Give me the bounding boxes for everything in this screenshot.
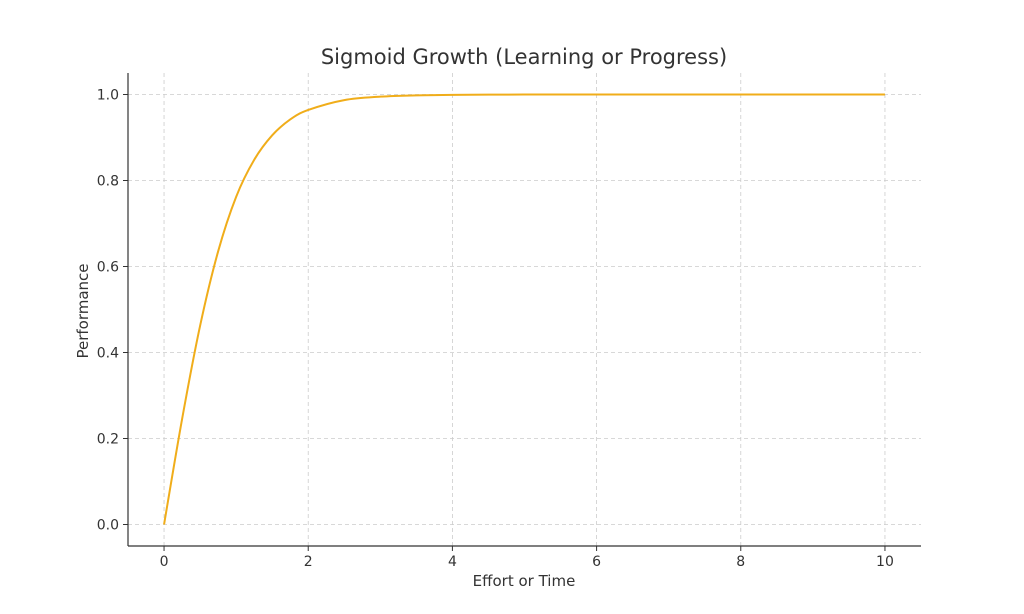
y-tick-label-2: 0.4 bbox=[97, 346, 119, 362]
y-tick-label-0: 0.0 bbox=[97, 518, 119, 534]
x-tick-label-3: 6 bbox=[592, 554, 601, 570]
x-tick-label-5: 10 bbox=[876, 554, 894, 570]
x-tick-label-4: 8 bbox=[736, 554, 745, 570]
x-tick-label-2: 4 bbox=[448, 554, 457, 570]
y-tick-label-4: 0.8 bbox=[97, 174, 119, 190]
y-tick-label-5: 1.0 bbox=[97, 88, 119, 104]
y-axis-label: Performance bbox=[74, 263, 92, 358]
y-tick-label-1: 0.2 bbox=[97, 432, 119, 448]
series-line-0 bbox=[163, 93, 885, 525]
y-tick-label-3: 0.6 bbox=[97, 260, 119, 276]
x-tick-label-1: 2 bbox=[304, 554, 313, 570]
x-tick-label-0: 0 bbox=[160, 554, 169, 570]
x-axis-label: Effort or Time bbox=[473, 572, 576, 590]
chart-title: Sigmoid Growth (Learning or Progress) bbox=[321, 45, 727, 69]
series-layer bbox=[163, 93, 885, 525]
axes bbox=[127, 73, 921, 547]
grid bbox=[128, 73, 921, 546]
tick-labels: 0 2 4 6 8 10 0.0 0.2 0.4 0.6 0.8 1.0 bbox=[97, 88, 894, 571]
